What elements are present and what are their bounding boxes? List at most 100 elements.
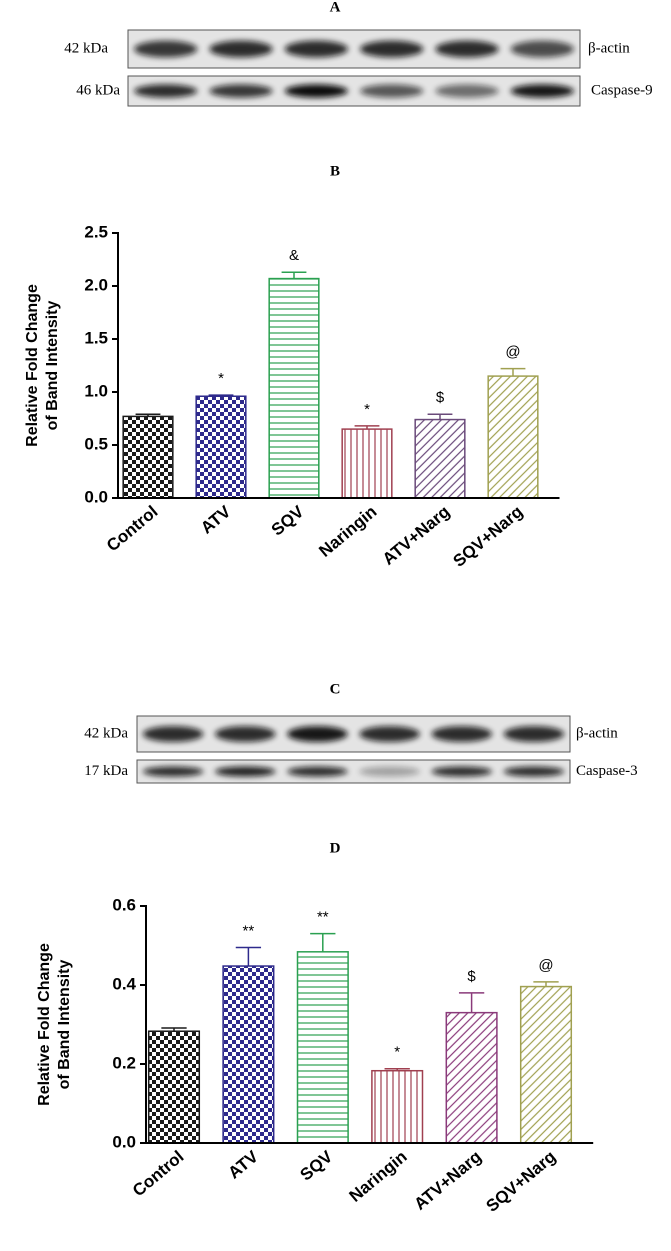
significance-label: @ [505,344,520,361]
blot-band [510,84,574,98]
bar [268,277,320,499]
error-bar [310,932,336,952]
y-tick-label: 2.5 [84,222,108,241]
chart-title: D [330,840,341,856]
blot-band [435,84,499,98]
blot-band [360,84,424,98]
blot-band [209,40,273,58]
blot-band [214,766,276,777]
blot-band [431,726,493,742]
error-bar [161,1027,187,1032]
blot-membrane [127,29,581,69]
y-axis-label: Relative Fold Change [36,943,53,1106]
blot-membrane [127,75,581,107]
blot-band [287,726,348,742]
y-axis-label: Relative Fold Change [24,284,41,447]
bar [296,951,349,1144]
size-label: 46 kDa [76,82,120,98]
x-tick-label: Control [129,1147,188,1200]
blot-band [360,40,424,58]
error-bar [427,413,453,420]
y-tick-label: 0.5 [84,434,108,453]
protein-label: β-actin [576,725,618,741]
y-tick-label: 1.0 [84,381,108,400]
error-bar [135,413,161,417]
x-tick-label: ATV [225,1147,263,1183]
bar [195,395,247,499]
error-bar [208,394,234,397]
size-label: 17 kDa [84,763,128,779]
bar [222,965,275,1144]
significance-label: ** [243,922,255,939]
error-bar [235,946,262,967]
x-tick-label: Naringin [346,1147,411,1206]
bar [487,375,539,499]
y-axis-label: of Band Intensity [56,960,73,1090]
significance-label: @ [538,957,553,974]
x-tick-label: Control [103,502,162,555]
x-tick-label: SQV [268,502,308,540]
significance-label: * [364,401,370,418]
x-tick-label: SQV [297,1147,337,1185]
significance-label: $ [436,389,445,406]
y-tick-label: 0.2 [112,1053,136,1072]
significance-label: * [218,370,224,387]
protein-label: Caspase-9 [591,82,653,98]
protein-label: β-actin [588,40,630,56]
panel-label: A [330,0,341,15]
blot-membrane [136,759,571,784]
blot-band [431,766,493,777]
x-tick-label: SQV+Narg [482,1147,559,1216]
x-tick-label: ATV+Narg [410,1147,485,1214]
error-bar [384,1067,410,1071]
bar [519,985,573,1144]
bar [414,418,466,499]
bar [445,1011,498,1144]
y-tick-label: 1.5 [84,328,108,347]
bar [122,415,174,499]
blot-band [359,766,420,777]
blot-band [134,40,198,58]
y-axis-label: of Band Intensity [44,301,61,431]
blot-band [142,726,204,742]
blot-band [209,84,273,98]
y-tick-label: 0.4 [112,974,136,993]
blot-band [359,726,420,742]
x-tick-label: SQV+Narg [449,502,526,571]
blot-band [134,84,198,98]
significance-label: & [289,247,299,264]
blot-band [287,766,348,777]
significance-label: $ [467,968,476,985]
error-bar [500,367,526,377]
bar [341,428,393,499]
blot-band [214,726,276,742]
protein-label: Caspase-3 [576,763,638,779]
x-tick-label: Naringin [315,502,380,561]
y-tick-label: 0.0 [84,487,108,506]
significance-label: * [394,1044,400,1061]
error-bar [458,992,485,1013]
blot-band [284,40,348,58]
error-bar [533,981,559,987]
blot-band [510,40,574,58]
y-tick-label: 2.0 [84,275,108,294]
significance-label: ** [317,909,329,926]
blot-membrane [136,715,571,753]
blot-band [142,766,204,777]
x-tick-label: ATV [197,502,235,538]
x-tick-label: ATV+Narg [379,502,454,569]
y-tick-label: 0.6 [112,895,136,914]
blot-band [503,726,565,742]
blot-band [435,40,499,58]
size-label: 42 kDa [84,725,128,741]
y-tick-label: 0.0 [112,1132,136,1151]
panel-label: C [330,681,341,697]
error-bar [354,425,380,430]
bar [371,1069,424,1144]
chart-title: B [330,163,340,179]
blot-band [503,766,565,777]
error-bar [281,271,307,279]
bar [147,1030,201,1144]
size-label: 42 kDa [64,40,108,56]
